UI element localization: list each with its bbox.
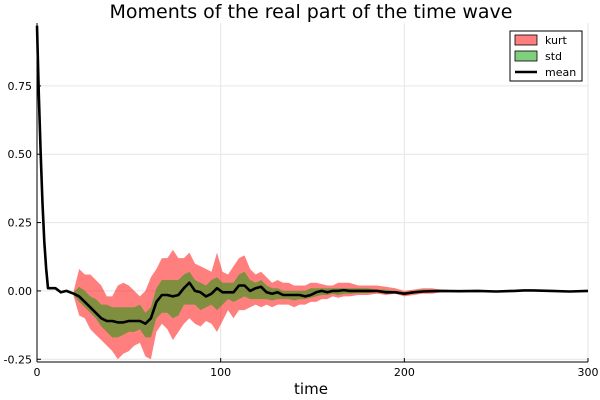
series-mean-line [35,25,589,325]
x-axis-label: time [294,380,328,398]
y-tick-label: 0.50 [8,148,33,161]
legend-label-kurt: kurt [545,34,568,47]
x-tick-label: 100 [210,366,231,379]
legend-swatch-kurt [514,34,538,46]
y-tick-label: 0.25 [8,217,33,230]
chart-title: Moments of the real part of the time wav… [110,1,513,23]
y-tick-label: -0.25 [4,353,32,366]
series-std-band [73,271,497,338]
y-tick-label: 0.75 [8,80,33,93]
x-tick-label: 300 [578,366,599,379]
y-tick-labels: -0.25 0.00 0.25 0.50 0.75 [4,80,32,366]
legend-swatch-std [514,50,538,62]
bands [73,249,497,360]
x-tick-label: 200 [394,366,415,379]
axes [36,23,589,363]
x-tick-labels: 0 100 200 300 [34,366,599,379]
y-tick-label: 0.00 [8,285,33,298]
legend-label-mean: mean [545,66,576,79]
series-kurt-band [73,249,497,360]
legend-label-std: std [545,50,562,63]
x-tick-label: 0 [34,366,41,379]
lines [35,25,589,325]
legend: kurt std mean [509,30,583,82]
